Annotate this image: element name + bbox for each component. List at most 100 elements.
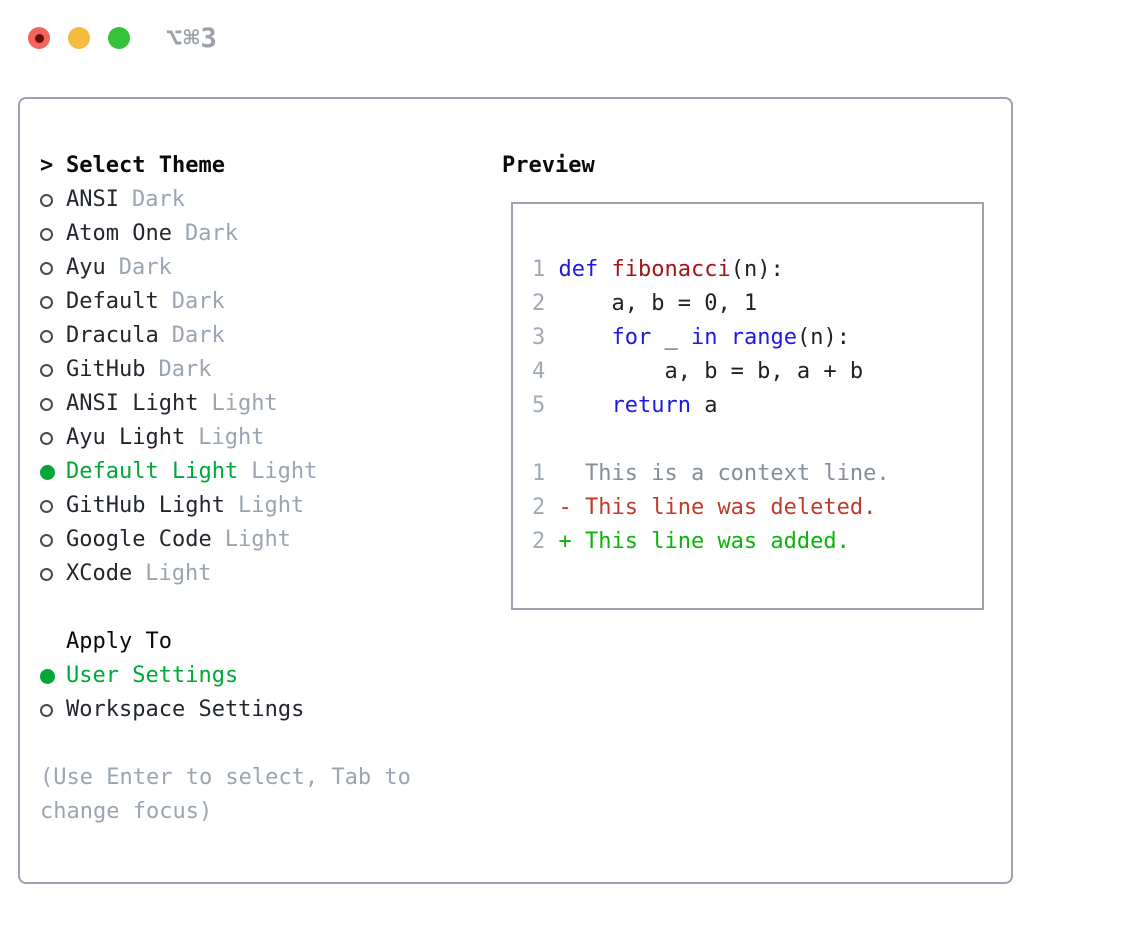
- radio-icon: [40, 227, 53, 241]
- window-shortcut-label: ⌥⌘3: [166, 23, 218, 54]
- preview-code-line: 4 a, b = b, a + b: [532, 355, 982, 389]
- theme-variant: Dark: [171, 289, 225, 314]
- line-number: 3: [532, 325, 559, 350]
- radio-slot: [40, 668, 66, 684]
- radio-slot: [40, 261, 66, 275]
- theme-name: Ayu: [66, 255, 106, 280]
- theme-name: Ayu Light: [66, 425, 186, 450]
- theme-variant: Light: [145, 561, 212, 586]
- diff-block: 1 This is a context line. 2 - This line w…: [532, 457, 982, 559]
- theme-list: ANSI Dark Atom One Dark Ayu Dark Default Dark Dr…: [40, 183, 490, 591]
- theme-section: > Select Theme ANSI Dark Atom One Dark Ayu Da…: [40, 149, 490, 829]
- line-number: 2: [532, 291, 559, 316]
- radio-slot: [40, 193, 66, 207]
- line-number: 2: [532, 529, 559, 554]
- theme-option[interactable]: Atom One Dark: [40, 217, 490, 251]
- theme-name: GitHub Light: [66, 493, 225, 518]
- code-token-kw: for: [611, 325, 652, 350]
- apply-to-title: Apply To: [66, 629, 172, 654]
- radio-icon: [40, 193, 53, 207]
- main-panel: > Select Theme ANSI Dark Atom One Dark Ayu Da…: [18, 97, 1013, 884]
- radio-slot: [40, 703, 66, 717]
- radio-slot: [40, 295, 66, 309]
- radio-slot: [40, 499, 66, 513]
- help-text-line-1: (Use Enter to select, Tab to: [40, 765, 411, 790]
- unsaved-changes-dot-icon: [34, 33, 44, 43]
- radio-slot: [40, 533, 66, 547]
- radio-icon: [40, 295, 53, 309]
- line-number: 1: [532, 461, 559, 486]
- theme-option[interactable]: Default Dark: [40, 285, 490, 319]
- titlebar: ⌥⌘3: [0, 0, 1140, 70]
- theme-name: Default Light: [66, 459, 239, 484]
- theme-option[interactable]: Ayu Dark: [40, 251, 490, 285]
- close-button[interactable]: [28, 27, 50, 49]
- radio-slot: [40, 397, 66, 411]
- code-token-plain: a, b = b, a + b: [558, 359, 864, 384]
- apply-option-label: User Settings: [66, 663, 239, 688]
- maximize-button[interactable]: [108, 27, 130, 49]
- radio-icon: [40, 499, 53, 513]
- theme-option[interactable]: ANSI Light Light: [40, 387, 490, 421]
- radio-icon: [40, 261, 53, 275]
- theme-option[interactable]: Default Light Light: [40, 455, 490, 489]
- code-token-plain: [717, 325, 730, 350]
- radio-slot: [40, 363, 66, 377]
- apply-option[interactable]: User Settings: [40, 659, 490, 693]
- code-token-kw: return: [611, 393, 691, 418]
- code-token-kw: range: [730, 325, 797, 350]
- theme-option[interactable]: Dracula Dark: [40, 319, 490, 353]
- code-token-fn: fibonacci: [611, 257, 731, 282]
- preview-diff-line: 2 + This line was added.: [532, 525, 982, 559]
- apply-to-list: User Settings Workspace Settings: [40, 659, 490, 727]
- theme-name: Default: [66, 289, 159, 314]
- code-token-plain: [559, 325, 612, 350]
- theme-name: ANSI Light: [66, 391, 199, 416]
- help-text-line-2: change focus): [40, 799, 213, 824]
- theme-variant: Light: [237, 493, 305, 518]
- theme-variant: Light: [224, 527, 291, 552]
- preview-diff-line: 2 - This line was deleted.: [532, 491, 982, 525]
- line-number: 5: [532, 393, 559, 418]
- theme-option[interactable]: GitHub Dark: [40, 353, 490, 387]
- preview-code-line: 1 def fibonacci(n):: [532, 253, 982, 287]
- theme-option[interactable]: XCode Light: [40, 557, 490, 591]
- radio-icon: [40, 703, 53, 717]
- radio-icon: [40, 329, 53, 343]
- apply-option[interactable]: Workspace Settings: [40, 693, 490, 727]
- theme-variant: Light: [211, 391, 278, 416]
- theme-name: XCode: [66, 561, 133, 586]
- theme-variant: Dark: [171, 323, 225, 348]
- code-token-plain: (n):: [730, 257, 784, 282]
- apply-option-label: Workspace Settings: [66, 697, 305, 722]
- preview-code-line: 2 a, b = 0, 1: [532, 287, 982, 321]
- select-theme-header: > Select Theme: [40, 149, 490, 183]
- radio-slot: [40, 227, 66, 241]
- theme-variant: Dark: [184, 221, 238, 246]
- theme-option[interactable]: GitHub Light Light: [40, 489, 490, 523]
- code-token-kw: def: [558, 257, 599, 282]
- code-token-kw: in: [690, 325, 718, 350]
- theme-name: Atom One: [66, 221, 172, 246]
- code-token-plain: [559, 393, 612, 418]
- theme-variant: Light: [198, 425, 265, 450]
- preview-section: Preview 1 def fibonacci(n): 2 a, b = 0, 1…: [502, 149, 984, 610]
- radio-selected-icon: [40, 668, 55, 684]
- code-token-ctx: This is a context line.: [558, 461, 890, 486]
- radio-slot: [40, 329, 66, 343]
- help-text: (Use Enter to select, Tab to change focu…: [40, 761, 490, 829]
- theme-name: Dracula: [66, 323, 159, 348]
- code-token-plain: _: [651, 325, 691, 350]
- apply-to-header: Apply To: [40, 625, 490, 659]
- theme-option[interactable]: ANSI Dark: [40, 183, 490, 217]
- minimize-button[interactable]: [68, 27, 90, 49]
- theme-option[interactable]: Google Code Light: [40, 523, 490, 557]
- line-number: 4: [532, 359, 559, 384]
- code-token-add: + This line was added.: [558, 529, 850, 554]
- radio-icon: [40, 533, 53, 547]
- code-token-del: - This line was deleted.: [558, 495, 877, 520]
- theme-option[interactable]: Ayu Light Light: [40, 421, 490, 455]
- radio-slot: [40, 431, 66, 445]
